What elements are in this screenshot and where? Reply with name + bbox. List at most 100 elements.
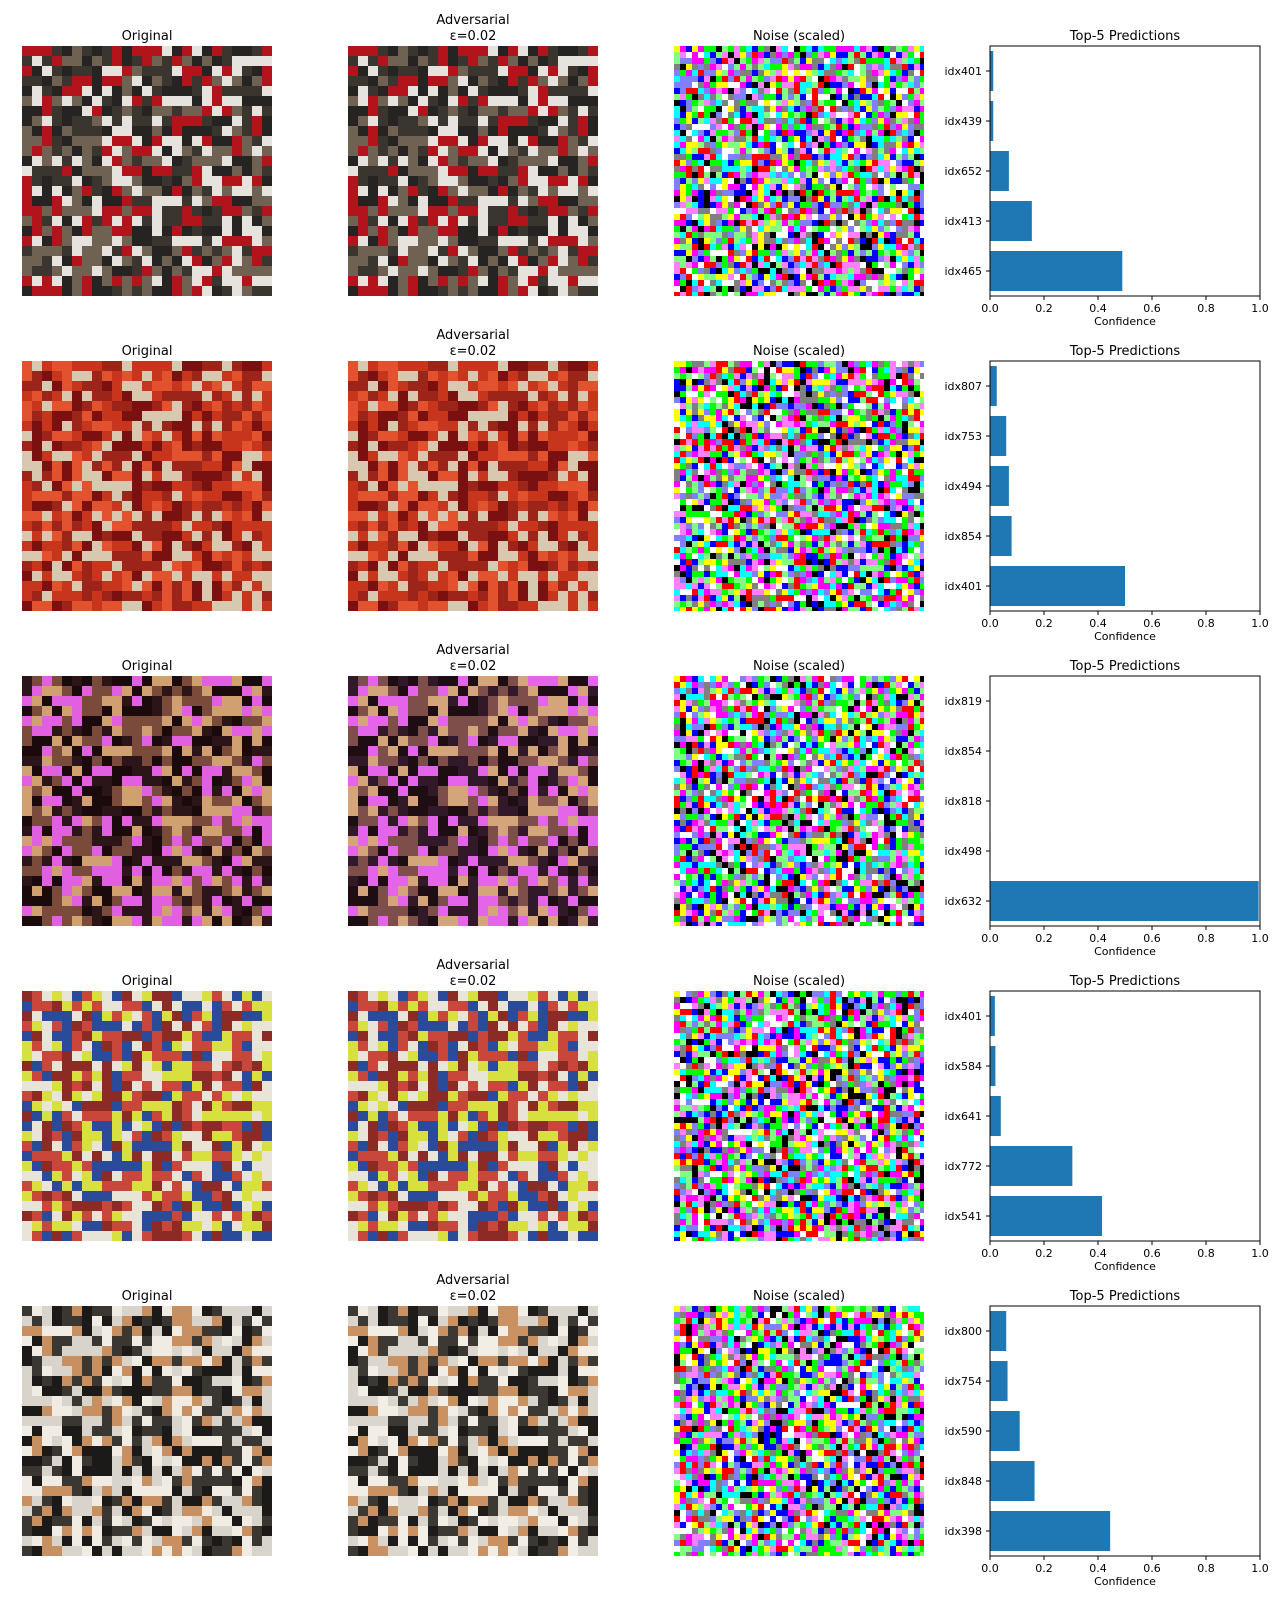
pixel-cell bbox=[740, 112, 746, 118]
pixel-cell bbox=[518, 126, 528, 136]
pixel-cell bbox=[842, 445, 848, 451]
pixel-cell bbox=[848, 262, 854, 268]
pixel-cell bbox=[680, 262, 686, 268]
pixel-cell bbox=[182, 276, 192, 286]
pixel-cell bbox=[788, 142, 794, 148]
pixel-cell bbox=[52, 166, 62, 176]
pixel-cell bbox=[102, 276, 112, 286]
pixel-cell bbox=[788, 256, 794, 262]
pixel-cell bbox=[842, 58, 848, 64]
pixel-cell bbox=[788, 202, 794, 208]
pixel-cell bbox=[428, 371, 438, 381]
pixel-cell bbox=[102, 116, 112, 126]
pixel-cell bbox=[478, 471, 488, 481]
pixel-cell bbox=[878, 130, 884, 136]
pixel-cell bbox=[32, 541, 42, 551]
pixel-cell bbox=[22, 126, 32, 136]
pixel-cell bbox=[568, 461, 578, 471]
pixel-cell bbox=[182, 521, 192, 531]
pixel-cell bbox=[836, 160, 842, 166]
pixel-cell bbox=[860, 286, 866, 292]
pixel-cell bbox=[458, 216, 468, 226]
pixel-cell bbox=[458, 391, 468, 401]
pixel-cell bbox=[42, 421, 52, 431]
pixel-cell bbox=[488, 106, 498, 116]
pixel-cell bbox=[578, 421, 588, 431]
pixel-cell bbox=[788, 379, 794, 385]
pixel-cell bbox=[202, 126, 212, 136]
pixel-cell bbox=[518, 451, 528, 461]
pixel-cell bbox=[172, 511, 182, 521]
pixel-cell bbox=[62, 591, 72, 601]
pixel-cell bbox=[878, 274, 884, 280]
pixel-cell bbox=[902, 148, 908, 154]
pixel-cell bbox=[102, 421, 112, 431]
pixel-cell bbox=[902, 286, 908, 292]
pixel-cell bbox=[692, 220, 698, 226]
pixel-cell bbox=[448, 66, 458, 76]
pixel-cell bbox=[488, 256, 498, 266]
pixel-cell bbox=[746, 166, 752, 172]
pixel-cell bbox=[800, 385, 806, 391]
pixel-cell bbox=[348, 156, 358, 166]
pixel-cell bbox=[82, 46, 92, 56]
pixel-cell bbox=[252, 276, 262, 286]
pixel-cell bbox=[854, 202, 860, 208]
pixel-cell bbox=[212, 176, 222, 186]
pixel-cell bbox=[588, 401, 598, 411]
pixel-cell bbox=[854, 373, 860, 379]
pixel-cell bbox=[806, 166, 812, 172]
pixel-cell bbox=[782, 70, 788, 76]
pixel-cell bbox=[734, 238, 740, 244]
pixel-cell bbox=[102, 196, 112, 206]
pixel-cell bbox=[914, 196, 920, 202]
pixel-cell bbox=[192, 236, 202, 246]
pixel-cell bbox=[52, 411, 62, 421]
pixel-cell bbox=[438, 601, 448, 611]
pixel-cell bbox=[776, 220, 782, 226]
pixel-cell bbox=[498, 401, 508, 411]
pixel-cell bbox=[746, 172, 752, 178]
pixel-cell bbox=[860, 130, 866, 136]
pixel-cell bbox=[686, 160, 692, 166]
pixel-cell bbox=[788, 118, 794, 124]
pixel-cell bbox=[262, 381, 272, 391]
pixel-cell bbox=[818, 391, 824, 397]
pixel-cell bbox=[82, 481, 92, 491]
pixel-cell bbox=[142, 381, 152, 391]
pixel-cell bbox=[212, 276, 222, 286]
pixel-cell bbox=[716, 421, 722, 427]
pixel-cell bbox=[142, 176, 152, 186]
pixel-cell bbox=[418, 216, 428, 226]
pixel-cell bbox=[32, 481, 42, 491]
pixel-cell bbox=[776, 427, 782, 433]
pixel-cell bbox=[680, 130, 686, 136]
pixel-cell bbox=[558, 186, 568, 196]
pixel-cell bbox=[152, 591, 162, 601]
pixel-cell bbox=[408, 391, 418, 401]
pixel-cell bbox=[52, 581, 62, 591]
pixel-cell bbox=[42, 451, 52, 461]
pixel-cell bbox=[32, 581, 42, 591]
pixel-cell bbox=[92, 581, 102, 591]
pixel-cell bbox=[812, 403, 818, 409]
pixel-cell bbox=[52, 276, 62, 286]
pixel-cell bbox=[508, 521, 518, 531]
pixel-cell bbox=[854, 226, 860, 232]
pixel-cell bbox=[776, 256, 782, 262]
pixel-cell bbox=[568, 581, 578, 591]
pixel-cell bbox=[22, 411, 32, 421]
pixel-cell bbox=[378, 421, 388, 431]
pixel-cell bbox=[348, 421, 358, 431]
pixel-cell bbox=[836, 118, 842, 124]
pixel-cell bbox=[242, 461, 252, 471]
pixel-cell bbox=[428, 521, 438, 531]
pixel-cell bbox=[548, 116, 558, 126]
pixel-cell bbox=[674, 202, 680, 208]
pixel-cell bbox=[776, 226, 782, 232]
pixel-cell bbox=[578, 136, 588, 146]
pixel-cell bbox=[192, 491, 202, 501]
pixel-cell bbox=[52, 391, 62, 401]
pixel-cell bbox=[538, 56, 548, 66]
